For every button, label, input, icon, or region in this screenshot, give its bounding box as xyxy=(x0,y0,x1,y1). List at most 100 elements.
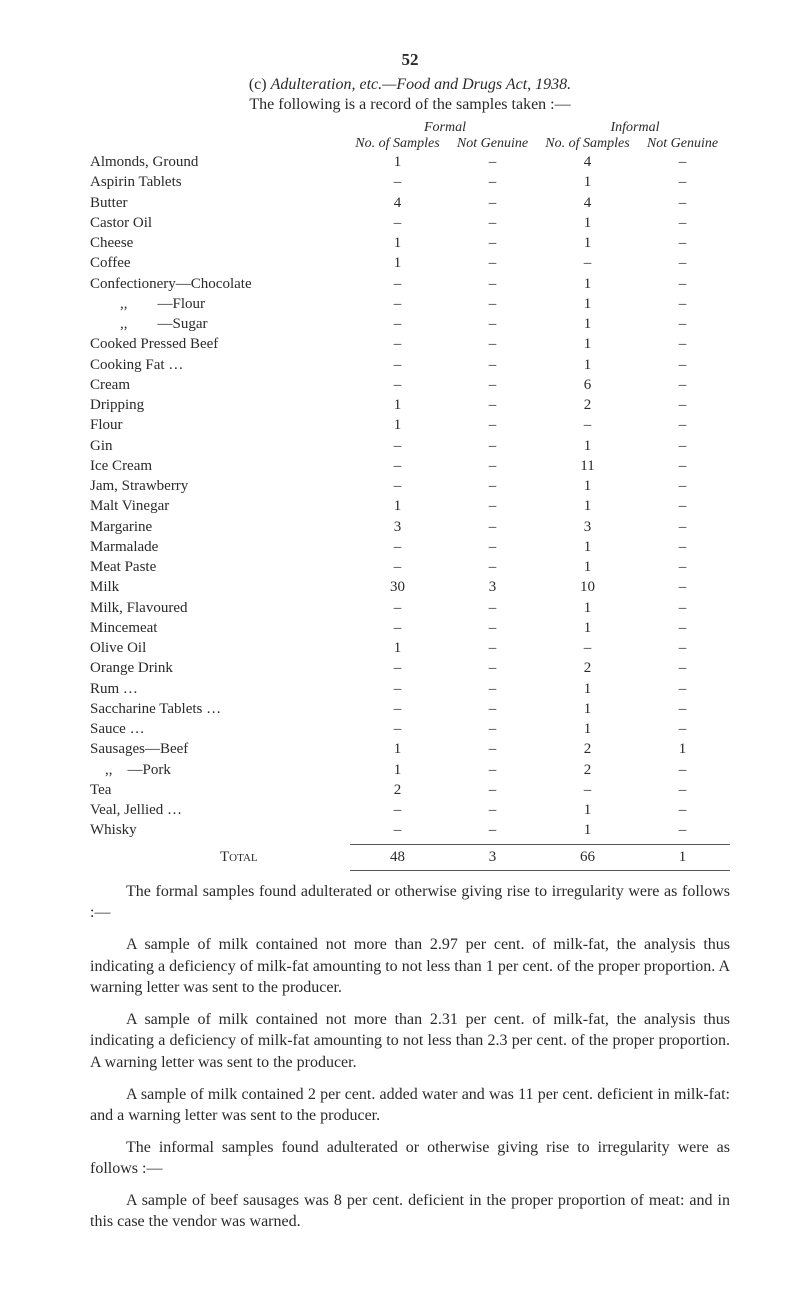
cell: – xyxy=(445,557,540,577)
total-label: Total xyxy=(90,847,350,867)
table-row: Cheese1–1– xyxy=(90,233,730,253)
cell: 1 xyxy=(540,476,635,496)
cell: 1 xyxy=(350,253,445,273)
cell: 1 xyxy=(540,213,635,233)
cell: 2 xyxy=(540,739,635,759)
cell: – xyxy=(350,456,445,476)
cell: – xyxy=(635,253,730,273)
cell: 1 xyxy=(540,598,635,618)
cell: – xyxy=(445,375,540,395)
cell: – xyxy=(350,436,445,456)
cell: – xyxy=(445,598,540,618)
cell: – xyxy=(445,193,540,213)
col-header-no-samples: No. of Samples xyxy=(540,136,635,152)
cell: – xyxy=(445,496,540,516)
cell: – xyxy=(350,537,445,557)
cell: 1 xyxy=(540,557,635,577)
cell: – xyxy=(350,699,445,719)
row-label: Rum … xyxy=(90,679,350,699)
cell: – xyxy=(635,598,730,618)
row-label: Aspirin Tablets xyxy=(90,172,350,192)
table-header-groups: Formal Informal xyxy=(90,120,730,136)
cell: – xyxy=(635,375,730,395)
cell: 1 xyxy=(540,172,635,192)
cell: – xyxy=(635,456,730,476)
table-rule xyxy=(350,844,730,845)
cell: – xyxy=(350,719,445,739)
row-label: Milk xyxy=(90,577,350,597)
row-label: Tea xyxy=(90,780,350,800)
row-label: Malt Vinegar xyxy=(90,496,350,516)
row-label: Sauce … xyxy=(90,719,350,739)
cell: – xyxy=(445,253,540,273)
table-row: Margarine3–3– xyxy=(90,517,730,537)
row-label: Olive Oil xyxy=(90,638,350,658)
header-spacer xyxy=(90,120,350,136)
cell: – xyxy=(350,274,445,294)
col-header-not-genuine: Not Genuine xyxy=(635,136,730,152)
cell: – xyxy=(350,355,445,375)
table-row: ,, —Pork1–2– xyxy=(90,760,730,780)
cell: – xyxy=(445,294,540,314)
cell: – xyxy=(350,294,445,314)
cell: 1 xyxy=(635,739,730,759)
cell: – xyxy=(635,193,730,213)
cell: – xyxy=(635,719,730,739)
table-row: Milk30310– xyxy=(90,577,730,597)
cell: – xyxy=(635,517,730,537)
cell: – xyxy=(635,679,730,699)
cell: 1 xyxy=(540,355,635,375)
cell: – xyxy=(445,517,540,537)
cell: 4 xyxy=(540,193,635,213)
cell: – xyxy=(445,537,540,557)
cell: 11 xyxy=(540,456,635,476)
row-label: Whisky xyxy=(90,820,350,840)
cell: – xyxy=(350,375,445,395)
row-label: Mincemeat xyxy=(90,618,350,638)
table-row: Cream––6– xyxy=(90,375,730,395)
cell: 3 xyxy=(350,517,445,537)
row-label: Veal, Jellied … xyxy=(90,800,350,820)
table-rule xyxy=(350,870,730,871)
paragraph: A sample of milk contained 2 per cent. a… xyxy=(90,1084,730,1127)
cell: – xyxy=(350,557,445,577)
cell: – xyxy=(445,820,540,840)
cell: – xyxy=(445,739,540,759)
cell: – xyxy=(445,436,540,456)
cell: 3 xyxy=(540,517,635,537)
cell: – xyxy=(445,395,540,415)
table-row: Aspirin Tablets––1– xyxy=(90,172,730,192)
cell: 2 xyxy=(540,395,635,415)
row-label: Marmalade xyxy=(90,537,350,557)
table-row: Sauce …––1– xyxy=(90,719,730,739)
cell: – xyxy=(350,172,445,192)
cell: 1 xyxy=(350,760,445,780)
paragraph: The formal samples found adulterated or … xyxy=(90,881,730,924)
cell: – xyxy=(350,658,445,678)
cell: – xyxy=(350,820,445,840)
cell: – xyxy=(635,658,730,678)
cell: – xyxy=(635,780,730,800)
table-row: Meat Paste––1– xyxy=(90,557,730,577)
row-label: Flour xyxy=(90,415,350,435)
paragraph: A sample of beef sausages was 8 per cent… xyxy=(90,1190,730,1233)
cell: 1 xyxy=(540,820,635,840)
cell: – xyxy=(635,415,730,435)
page-number: 52 xyxy=(90,50,730,70)
table-row: Whisky––1– xyxy=(90,820,730,840)
cell: 1 xyxy=(540,719,635,739)
section-title-italic: Adulteration, etc.—Food and Drugs Act, 1… xyxy=(271,76,572,93)
table-row: Sausages—Beef1–21 xyxy=(90,739,730,759)
intro-line: The following is a record of the samples… xyxy=(90,96,730,114)
cell: – xyxy=(635,436,730,456)
cell: – xyxy=(350,314,445,334)
cell: – xyxy=(635,294,730,314)
cell: 2 xyxy=(540,658,635,678)
cell: 1 xyxy=(540,436,635,456)
cell: – xyxy=(635,233,730,253)
cell: – xyxy=(635,699,730,719)
cell: – xyxy=(445,800,540,820)
cell: 4 xyxy=(540,152,635,172)
cell: 2 xyxy=(350,780,445,800)
cell: 1 xyxy=(350,233,445,253)
